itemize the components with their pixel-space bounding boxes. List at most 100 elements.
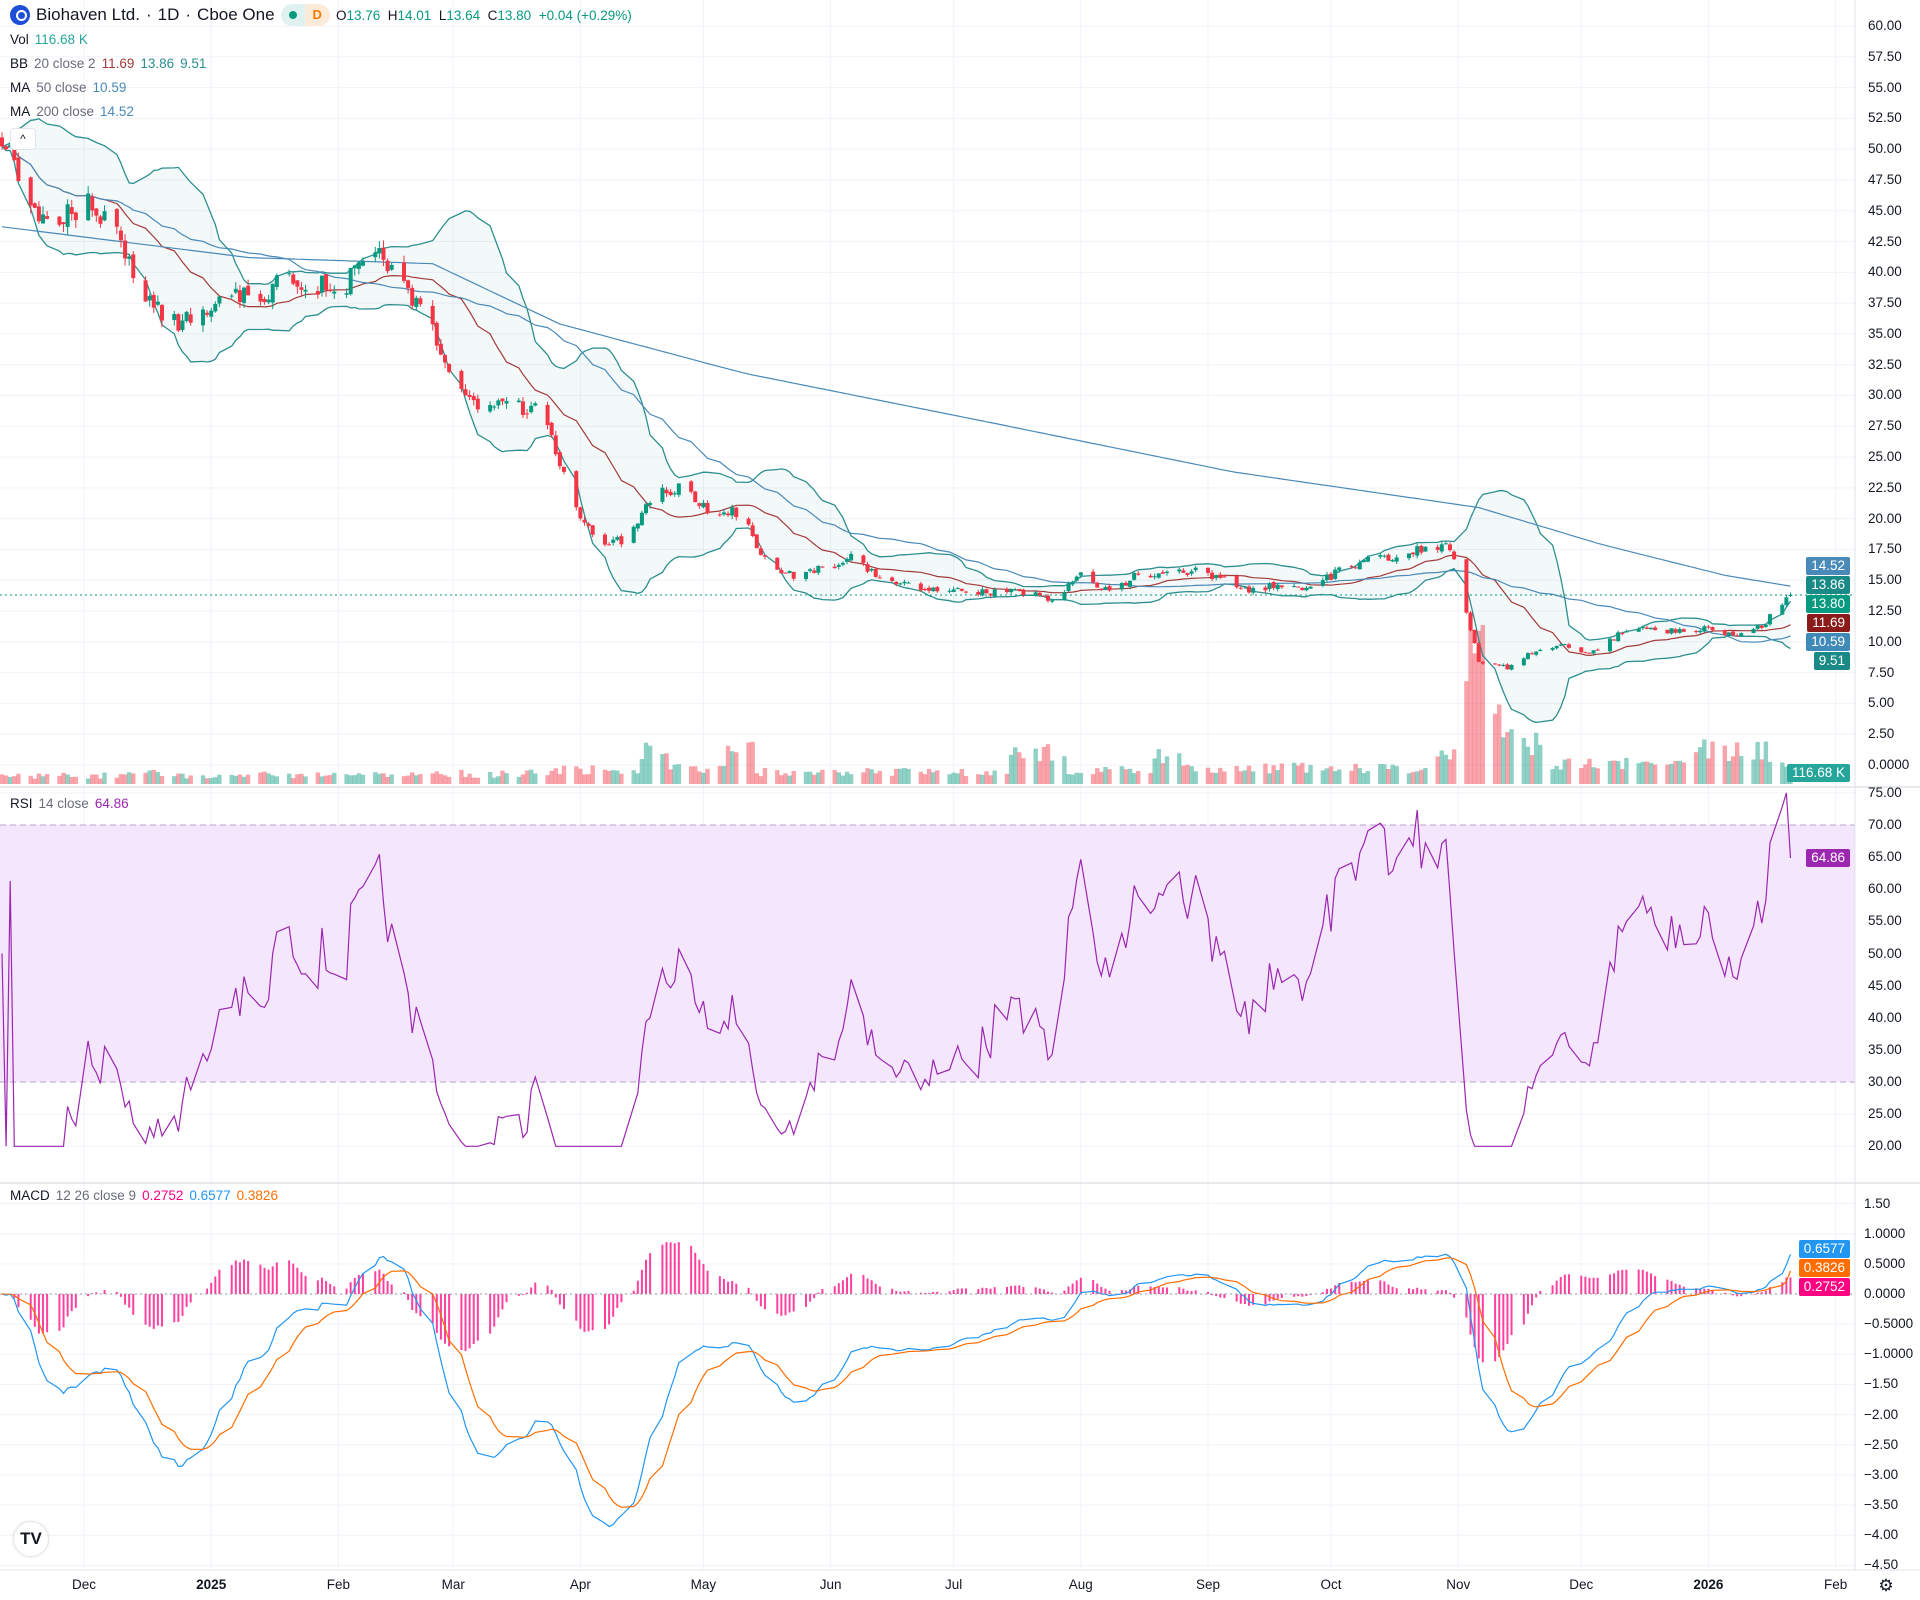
macd-tick-label: −4.50 (1864, 1557, 1899, 1573)
volume-bar (442, 775, 448, 784)
volume-bar (1357, 768, 1362, 784)
macd-histogram-bar (608, 1294, 611, 1325)
volume-legend[interactable]: Vol 116.68 K (10, 32, 88, 47)
collapse-legend-button[interactable]: ^ (10, 128, 36, 150)
macd-histogram-bar (534, 1282, 537, 1294)
symbol-name[interactable]: Biohaven Ltd. (36, 5, 140, 24)
volume-bar (1123, 769, 1129, 784)
macd-legend[interactable]: MACD 12 26 close 9 0.2752 0.6577 0.3826 (10, 1188, 278, 1203)
candle-body (1439, 544, 1444, 552)
volume-bar (705, 768, 710, 784)
candle-body (611, 539, 616, 543)
macd-histogram-bar (1358, 1281, 1361, 1294)
volume-bar (889, 775, 895, 784)
volume-bar (102, 772, 107, 784)
volume-bar (1451, 749, 1457, 784)
volume-bar (459, 769, 464, 784)
candle-body (730, 507, 735, 516)
volume-bar (754, 773, 759, 784)
settings-gear-icon[interactable]: ⚙ (1878, 1576, 1894, 1595)
bb-upper-value: 13.86 (140, 56, 175, 71)
volume-bar (1784, 766, 1789, 784)
time-tick-label: Nov (1446, 1577, 1471, 1592)
candle-body (931, 587, 936, 592)
macd-histogram-bar (1740, 1294, 1743, 1297)
price-tick-label: 5.00 (1868, 695, 1895, 711)
interval[interactable]: 1D (157, 5, 180, 24)
macd-histogram-bar (357, 1275, 360, 1294)
macd-histogram-bar (1165, 1287, 1168, 1294)
candle-body (102, 211, 107, 221)
ma200-legend[interactable]: MA 200 close 14.52 (10, 104, 134, 119)
change-value: +0.04 (+0.29%) (538, 7, 632, 23)
candle-body (1128, 580, 1133, 587)
volume-bar (1012, 747, 1018, 784)
volume-bar (1410, 772, 1416, 784)
macd-histogram-bar (1502, 1294, 1505, 1351)
volume-bar (1607, 760, 1613, 784)
candle-body (1394, 557, 1399, 562)
candle-body (1185, 573, 1190, 575)
volume-bar (295, 774, 300, 784)
macd-histogram-bar (1305, 1294, 1308, 1296)
tradingview-logo[interactable]: TV (14, 1522, 48, 1556)
macd-histogram-bar (1215, 1294, 1218, 1297)
candle-body (631, 526, 636, 543)
macd-histogram-bar (878, 1286, 881, 1294)
volume-bar (615, 770, 620, 784)
macd-histogram-bar (444, 1294, 447, 1344)
macd-histogram-bar (1420, 1289, 1423, 1294)
candle-body (1107, 586, 1112, 591)
price-tick-label: 27.50 (1868, 418, 1902, 434)
macd-histogram-bar (1071, 1283, 1074, 1294)
macd-histogram-bar (124, 1294, 127, 1305)
macd-histogram-bar (1120, 1290, 1123, 1294)
volume-bar (1533, 732, 1539, 784)
volume-bar (1062, 756, 1067, 784)
volume-bar (1070, 774, 1075, 784)
ohlc-values: O13.76 H14.01 L13.64 C13.80 +0.04 (+0.29… (336, 8, 632, 23)
bb-legend[interactable]: BB 20 close 2 11.69 13.86 9.51 (10, 56, 206, 71)
candle-body (1579, 647, 1584, 653)
volume-bar (533, 773, 538, 784)
macd-histogram-bar (472, 1294, 475, 1344)
volume-bar (1107, 769, 1112, 784)
macd-histogram-bar (1235, 1294, 1238, 1302)
macd-histogram-bar (1190, 1290, 1193, 1294)
volume-bar (1209, 772, 1215, 784)
candle-body (1550, 648, 1555, 650)
macd-histogram-bar (928, 1293, 931, 1294)
volume-bars (0, 613, 1793, 784)
macd-histogram-bar (558, 1294, 561, 1305)
volume-bar (180, 773, 185, 784)
volume-bar (1710, 741, 1715, 784)
candle-body (1755, 625, 1760, 629)
volume-bar (1423, 767, 1428, 784)
volume-bar (12, 776, 17, 784)
rsi-legend[interactable]: RSI 14 close 64.86 (10, 796, 129, 811)
price-tick-label: 17.50 (1868, 541, 1902, 557)
volume-bar (1611, 760, 1617, 784)
rsi-tick-label: 75.00 (1868, 784, 1902, 800)
candle-body (1452, 551, 1457, 560)
ma50-legend[interactable]: MA 50 close 10.59 (10, 80, 126, 95)
candle-body (922, 588, 927, 590)
volume-bar (926, 768, 932, 784)
macd-histogram-bar (645, 1259, 648, 1294)
macd-histogram-bar (1555, 1280, 1558, 1294)
ma50-legend-params: 50 close (36, 80, 87, 95)
volume-bar (643, 742, 649, 784)
macd-histogram-bar (874, 1283, 877, 1294)
candle-body (549, 422, 554, 436)
volume-bar (1587, 758, 1592, 784)
volume-bar (266, 773, 271, 784)
ma50-legend-value: 10.59 (92, 80, 127, 95)
macd-histogram-bar (1444, 1290, 1447, 1294)
volume-bar (844, 771, 850, 784)
volume-bar (1205, 767, 1211, 784)
candle-body (516, 400, 521, 403)
market-status-pill[interactable]: D (280, 4, 330, 26)
macd-tick-label: 1.50 (1864, 1195, 1891, 1211)
symbol-legend[interactable]: Biohaven Ltd. · 1D · Cboe One D O13.76 H… (10, 4, 632, 26)
